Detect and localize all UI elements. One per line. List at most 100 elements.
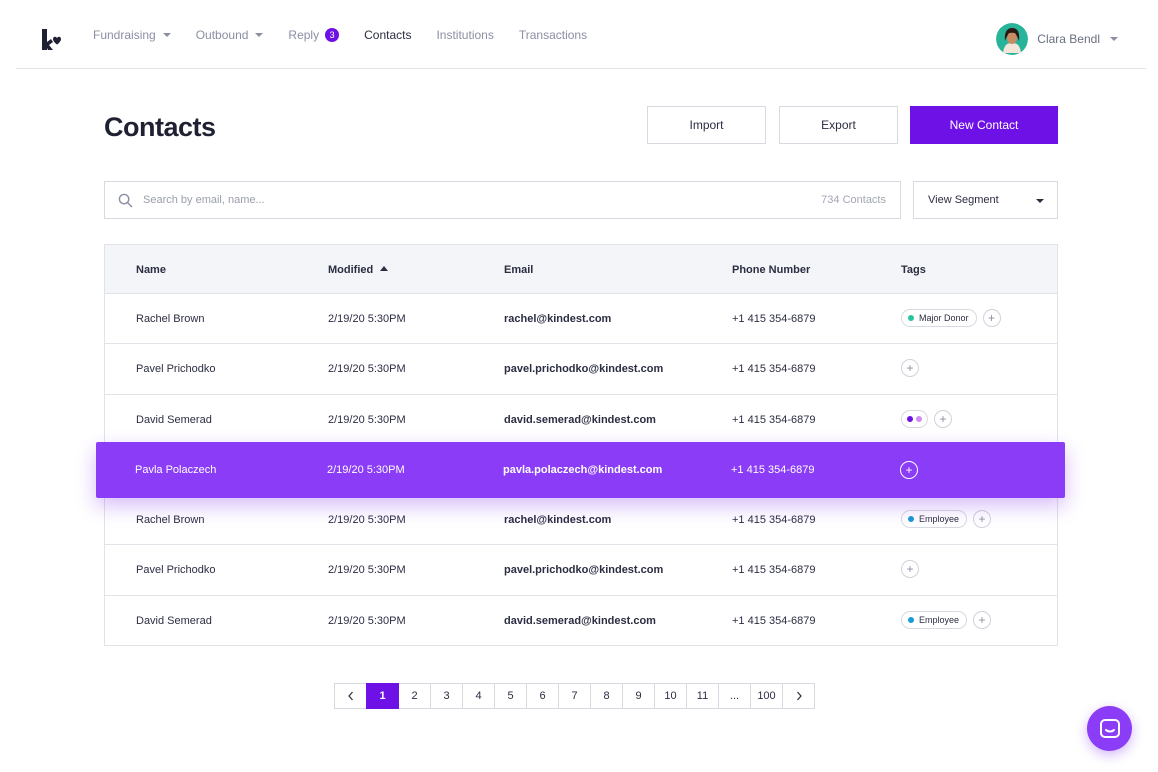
header-email[interactable]: Email <box>504 264 534 276</box>
page-5[interactable]: 5 <box>494 683 527 709</box>
table-row-highlighted[interactable]: Pavla Polaczech 2/19/20 5:30PM pavla.pol… <box>96 442 1065 498</box>
contact-tags: + <box>901 560 919 579</box>
contact-modified: 2/19/20 5:30PM <box>328 413 406 426</box>
contact-phone: +1 415 354-6879 <box>732 614 816 627</box>
import-button[interactable]: Import <box>647 106 766 144</box>
contact-name: Rachel Brown <box>136 313 205 325</box>
page-10[interactable]: 10 <box>654 683 687 709</box>
nav-institutions[interactable]: Institutions <box>436 28 493 42</box>
chat-button[interactable] <box>1087 706 1132 751</box>
chevron-down-icon <box>162 32 171 37</box>
header-modified[interactable]: Modified <box>328 264 389 276</box>
contact-name: Pavla Polaczech <box>135 464 217 476</box>
search-box: 734 Contacts <box>104 181 901 219</box>
contact-email: pavel.prichodko@kindest.com <box>504 363 664 376</box>
header-modified-label: Modified <box>328 264 374 276</box>
contact-tags: + <box>901 409 952 428</box>
contact-name: David Semerad <box>136 614 212 627</box>
tag-badge[interactable]: Major Donor <box>901 309 977 327</box>
add-tag-icon[interactable]: + <box>901 560 919 579</box>
table-row[interactable]: Pavel Prichodko 2/19/20 5:30PM pavel.pri… <box>104 344 1058 395</box>
nav-fundraising[interactable]: Fundraising <box>93 28 171 42</box>
nav-institutions-label: Institutions <box>436 27 494 42</box>
user-name: Clara Bendl <box>1037 32 1100 46</box>
pagination: 1 2 3 4 5 6 7 8 9 10 11 ... 100 <box>334 683 815 709</box>
contact-name: David Semerad <box>136 413 212 426</box>
contact-name: Pavel Prichodko <box>136 564 216 577</box>
tag-dots-badge[interactable] <box>901 409 928 428</box>
page-4[interactable]: 4 <box>462 683 495 709</box>
contact-modified: 2/19/20 5:30PM <box>328 313 406 325</box>
search-icon <box>118 193 133 208</box>
nav-reply-label: Reply <box>288 27 320 42</box>
page-100[interactable]: 100 <box>750 683 783 709</box>
next-page-button[interactable] <box>782 683 815 709</box>
contact-name: Rachel Brown <box>136 514 205 527</box>
contact-phone: +1 415 354-6879 <box>732 313 816 325</box>
view-segment-label: View Segment <box>928 194 999 206</box>
add-tag-icon[interactable]: + <box>982 309 1001 327</box>
contact-phone: +1 415 354-6879 <box>732 363 816 376</box>
page-1[interactable]: 1 <box>366 683 399 709</box>
contact-phone: +1 415 354-6879 <box>732 564 816 577</box>
new-contact-button[interactable]: New Contact <box>910 106 1058 144</box>
page-6[interactable]: 6 <box>526 683 559 709</box>
reply-count-badge: 3 <box>325 27 340 42</box>
page-11[interactable]: 11 <box>686 683 719 709</box>
add-tag-icon[interactable]: + <box>901 359 919 378</box>
search-input[interactable] <box>143 182 743 218</box>
page-3[interactable]: 3 <box>430 683 463 709</box>
contact-name: Pavel Prichodko <box>136 363 216 376</box>
export-button[interactable]: Export <box>779 106 898 144</box>
page-9[interactable]: 9 <box>622 683 655 709</box>
nav-fundraising-label: Fundraising <box>93 27 156 42</box>
table-row[interactable]: David Semerad 2/19/20 5:30PM david.semer… <box>104 394 1058 445</box>
contact-tags: Employee + <box>901 610 992 629</box>
table-row[interactable]: David Semerad 2/19/20 5:30PM david.semer… <box>104 595 1058 647</box>
page-7[interactable]: 7 <box>558 683 591 709</box>
nav-contacts[interactable]: Contacts <box>364 28 411 42</box>
contact-tags: Major Donor + <box>901 309 1001 327</box>
nav-reply[interactable]: Reply 3 <box>288 27 340 42</box>
contact-email: david.semerad@kindest.com <box>504 614 656 627</box>
header-tags: Tags <box>901 264 926 276</box>
prev-page-button[interactable] <box>334 683 367 709</box>
header-phone[interactable]: Phone Number <box>732 264 811 276</box>
view-segment-dropdown[interactable]: View Segment <box>913 181 1058 219</box>
chevron-left-icon <box>347 691 353 701</box>
add-tag-icon[interactable]: + <box>973 510 992 529</box>
tag-badge[interactable]: Employee <box>901 610 968 629</box>
tag-dot <box>908 516 914 523</box>
nav-transactions-label: Transactions <box>518 27 588 42</box>
tag-label: Employee <box>919 614 960 625</box>
tag-badge[interactable]: Employee <box>901 510 968 529</box>
contact-modified: 2/19/20 5:30PM <box>328 363 406 376</box>
page-8[interactable]: 8 <box>590 683 623 709</box>
add-tag-icon[interactable]: + <box>934 409 952 428</box>
table-row[interactable]: Pavel Prichodko 2/19/20 5:30PM pavel.pri… <box>104 545 1058 596</box>
nav-transactions[interactable]: Transactions <box>519 28 587 42</box>
add-tag-icon[interactable]: + <box>973 610 992 629</box>
contact-phone: +1 415 354-6879 <box>732 413 816 426</box>
contact-tags: + <box>901 359 919 378</box>
table-row[interactable]: Rachel Brown 2/19/20 5:30PM rachel@kinde… <box>104 294 1058 345</box>
add-tag-icon[interactable]: + <box>900 461 918 479</box>
page-2[interactable]: 2 <box>398 683 431 709</box>
kindest-logo[interactable] <box>40 28 64 52</box>
sort-ascending-icon <box>380 266 389 271</box>
page-ellipsis: ... <box>718 683 751 709</box>
contact-email: rachel@kindest.com <box>504 514 612 527</box>
nav-outbound-label: Outbound <box>195 27 249 42</box>
tag-dot <box>907 415 913 422</box>
contact-phone: +1 415 354-6879 <box>732 514 816 527</box>
contact-modified: 2/19/20 5:30PM <box>328 614 406 627</box>
contact-modified: 2/19/20 5:30PM <box>327 464 405 476</box>
chevron-down-icon <box>255 32 264 37</box>
header-name[interactable]: Name <box>136 264 166 276</box>
chevron-down-icon <box>1110 37 1118 41</box>
avatar <box>996 23 1029 55</box>
user-menu[interactable]: Clara Bendl <box>996 23 1118 55</box>
nav-contacts-label: Contacts <box>364 27 412 42</box>
nav-outbound[interactable]: Outbound <box>196 28 264 42</box>
table-row[interactable]: Rachel Brown 2/19/20 5:30PM rachel@kinde… <box>104 495 1058 546</box>
